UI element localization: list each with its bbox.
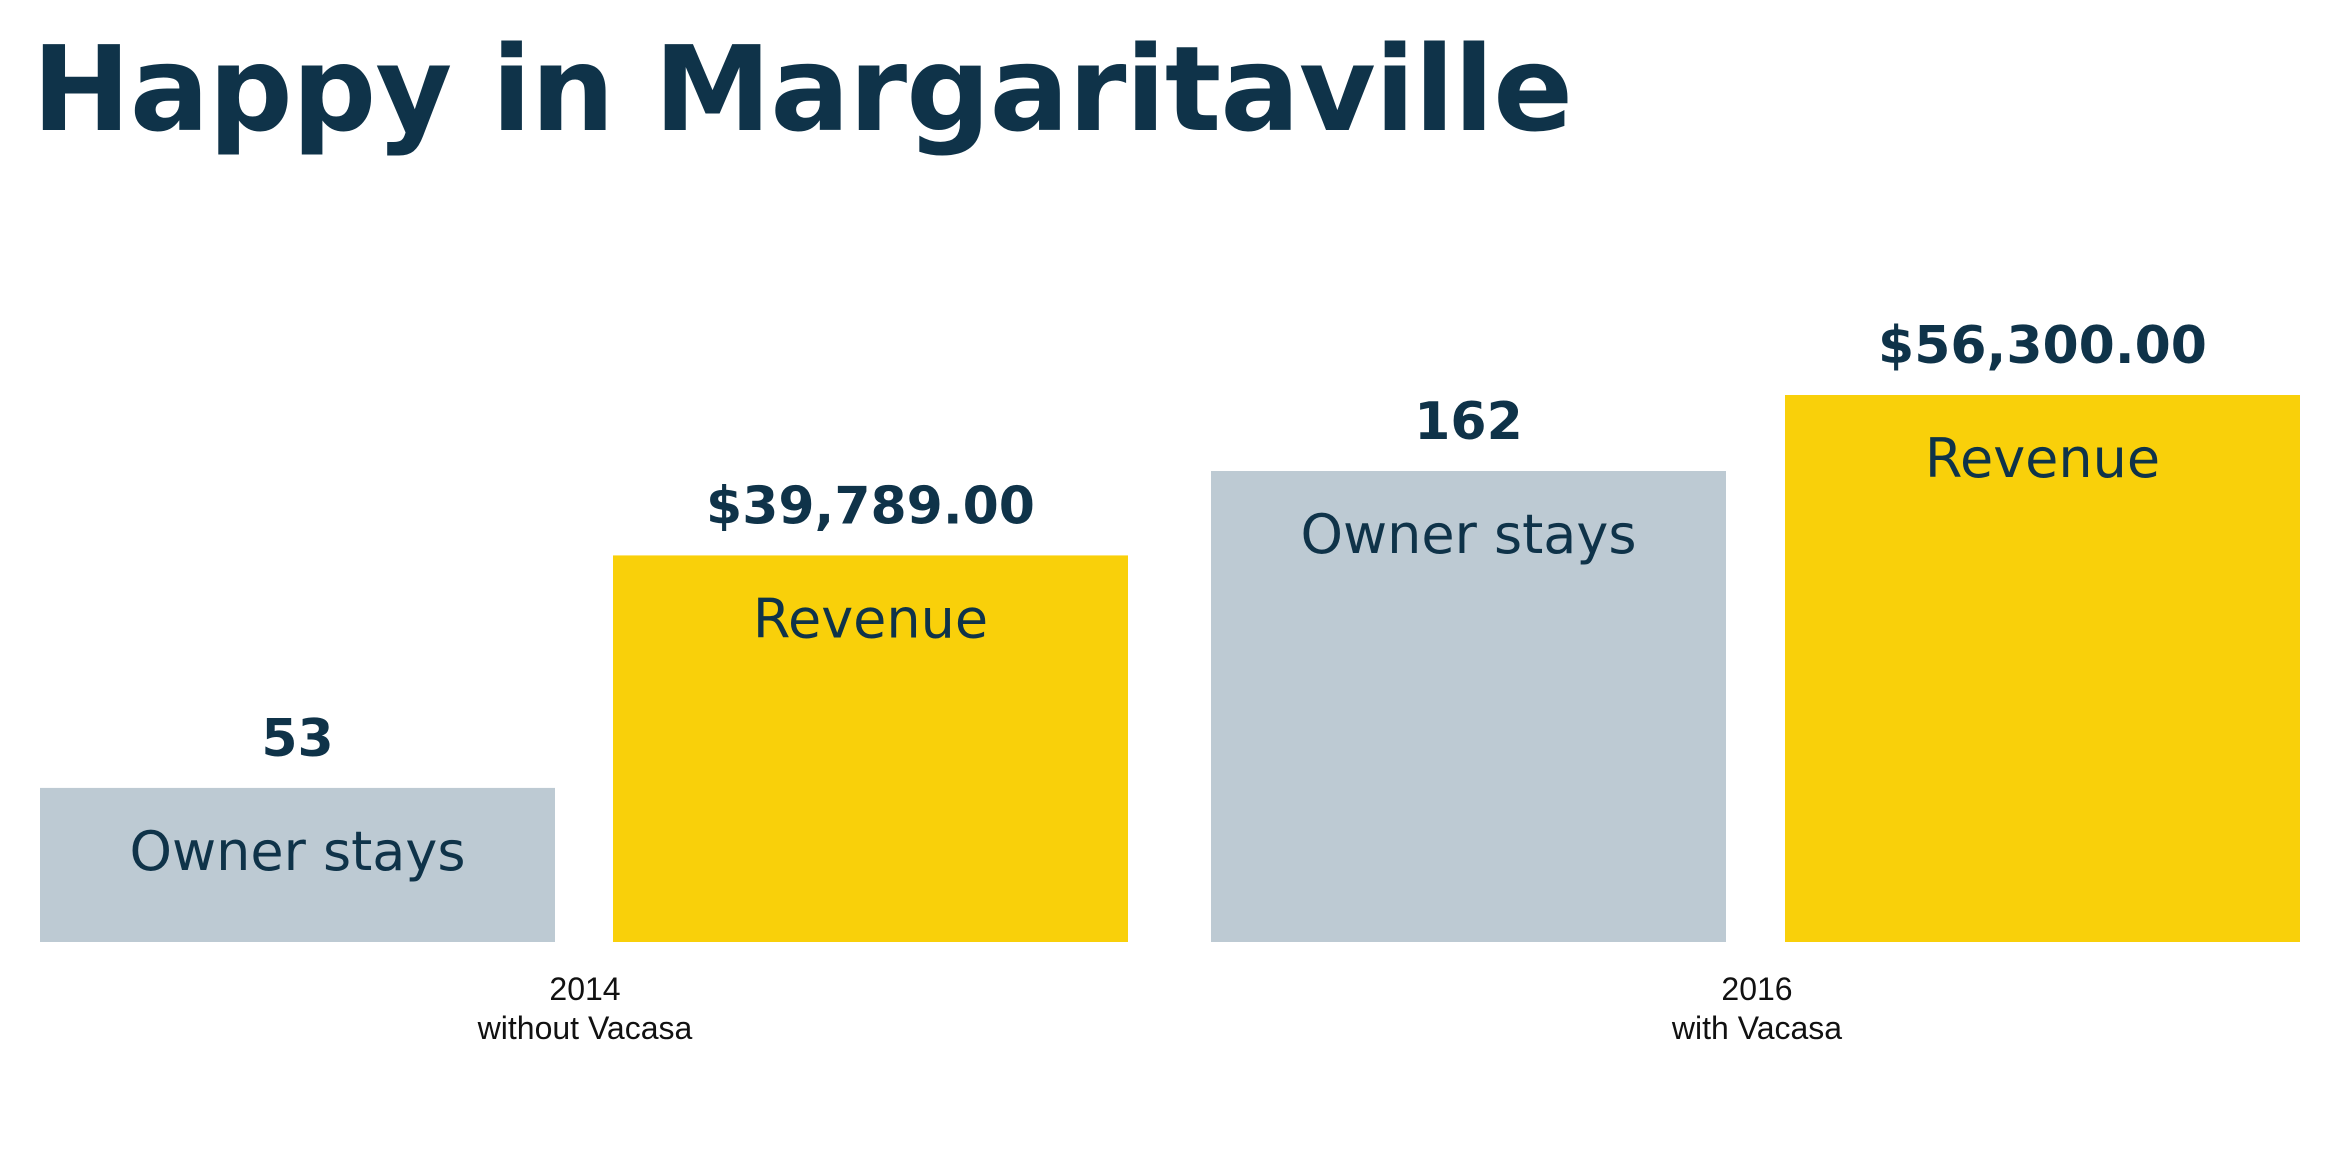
bar-2014-owner-stays [40,787,555,942]
bar-2016-owner-stays [1211,471,1726,942]
bar-2014-revenue [613,555,1128,942]
group-year-label-2016: 2016 [1721,971,1792,1007]
group-year-label-2014: 2014 [549,971,620,1007]
group-subtitle-label-2016: with Vacasa [1671,1010,1842,1046]
value-label-2016-revenue: $56,300.00 [1878,316,2207,376]
bar-label-2014-revenue: Revenue [753,587,988,650]
value-label-2014-owner-stays: 53 [261,709,333,769]
group-subtitle-label-2014: without Vacasa [477,1010,693,1046]
bar-label-2014-owner-stays: Owner stays [130,820,466,883]
page-title: Happy in Margaritaville [32,20,1573,158]
bar-label-2016-revenue: Revenue [1925,427,2160,490]
bar-2016-revenue [1785,395,2300,942]
bar-label-2016-owner-stays: Owner stays [1301,503,1637,566]
value-label-2016-owner-stays: 162 [1414,392,1523,452]
value-label-2014-revenue: $39,789.00 [706,476,1035,536]
